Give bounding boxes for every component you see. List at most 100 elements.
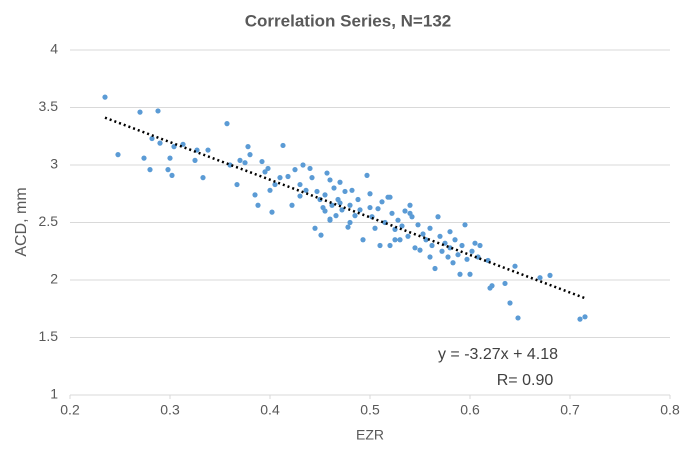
point (157, 140, 163, 146)
point (399, 223, 405, 229)
point (407, 202, 413, 208)
point (165, 167, 171, 173)
x-tick-label: 0.8 (660, 402, 680, 418)
point (169, 172, 175, 178)
point (331, 185, 337, 191)
point (447, 229, 453, 235)
point (245, 144, 251, 150)
point (280, 142, 286, 149)
point (462, 222, 468, 228)
y-tick-label: 1.5 (39, 328, 59, 344)
point (267, 187, 273, 193)
point (309, 175, 315, 181)
point (375, 206, 381, 212)
point (327, 216, 333, 222)
point (242, 160, 248, 166)
point (402, 208, 408, 214)
x-tick-label: 0.2 (60, 402, 80, 418)
point (415, 222, 421, 228)
point (314, 188, 320, 195)
point (537, 275, 543, 281)
point (155, 108, 161, 114)
y-tick-label: 2.5 (39, 213, 59, 229)
point (322, 208, 328, 214)
point (420, 231, 426, 237)
point (337, 179, 343, 185)
point (312, 225, 318, 231)
point (307, 165, 313, 172)
point (329, 202, 335, 208)
point (502, 280, 508, 287)
point (412, 245, 418, 251)
point (324, 170, 330, 176)
point (507, 300, 513, 306)
point (547, 272, 553, 278)
point (205, 147, 211, 153)
point (417, 247, 423, 253)
point (379, 199, 385, 205)
point (367, 191, 373, 197)
point (333, 213, 339, 219)
point (364, 172, 370, 178)
point (265, 165, 271, 172)
point (427, 225, 433, 231)
point (432, 265, 438, 272)
point (147, 167, 153, 173)
point (387, 242, 393, 249)
point (337, 200, 343, 206)
point (342, 188, 348, 195)
point (582, 314, 588, 320)
point (352, 213, 358, 219)
point (357, 207, 363, 213)
point (247, 152, 253, 158)
point (262, 169, 268, 175)
point (255, 202, 261, 208)
point (149, 135, 155, 142)
point (345, 224, 351, 230)
point (469, 248, 475, 254)
point (167, 155, 173, 161)
point (318, 232, 324, 238)
point (115, 152, 121, 158)
x-tick-label: 0.3 (160, 402, 180, 418)
point (292, 167, 298, 173)
point (439, 248, 445, 254)
x-tick-label: 0.7 (560, 402, 580, 418)
point (224, 121, 230, 127)
y-tick-label: 3 (50, 156, 58, 172)
point (467, 271, 473, 277)
y-tick-label: 4 (50, 41, 58, 57)
y-axis-label: ACD, mm (13, 187, 30, 256)
x-tick-label: 0.4 (260, 402, 280, 418)
point (289, 202, 295, 208)
y-tick-label: 2 (50, 271, 58, 287)
point (475, 254, 481, 260)
point (285, 173, 291, 180)
x-tick-label: 0.5 (360, 402, 380, 418)
point (405, 233, 411, 239)
point (515, 315, 521, 321)
point (427, 254, 433, 260)
trendline-equation: y = -3.27x + 4.18 (438, 346, 558, 363)
point (360, 237, 366, 243)
point (452, 237, 458, 243)
trendline (104, 116, 586, 300)
point (429, 242, 435, 249)
point (272, 181, 278, 188)
point (392, 237, 398, 243)
point (397, 237, 403, 243)
point (445, 254, 451, 260)
y-tick-label: 1 (50, 386, 58, 402)
point (259, 158, 265, 165)
point (387, 194, 393, 200)
point (395, 217, 401, 223)
point (372, 225, 378, 231)
point (347, 219, 353, 226)
point (252, 192, 258, 198)
point (297, 193, 303, 199)
point (455, 252, 461, 258)
point (234, 181, 240, 188)
point (457, 271, 463, 277)
point (102, 94, 108, 100)
